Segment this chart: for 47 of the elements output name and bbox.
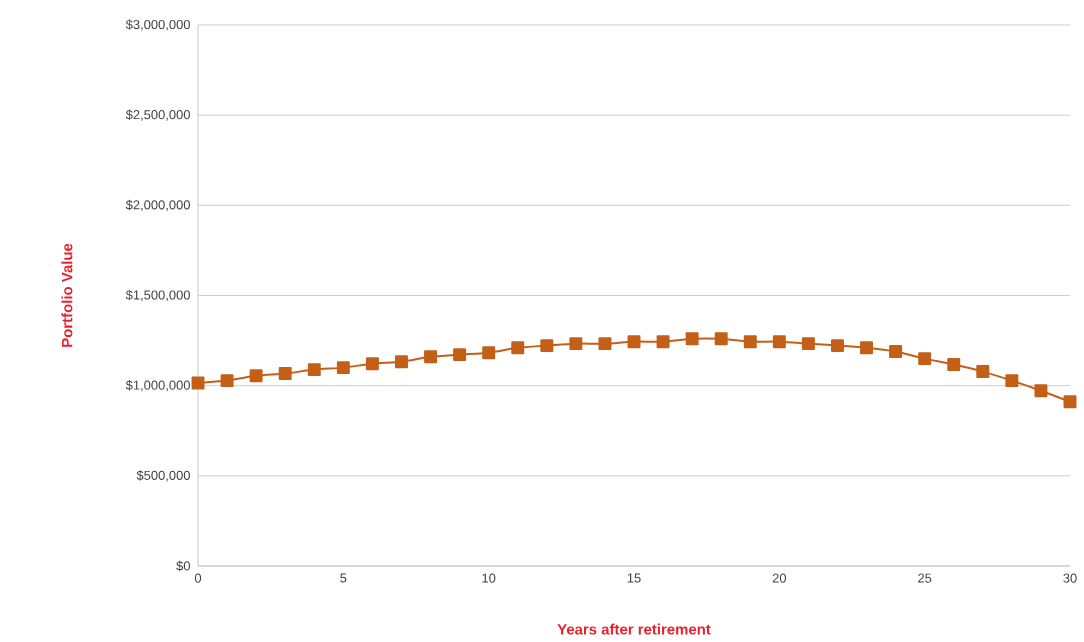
point: [685, 332, 699, 346]
point: [1063, 395, 1077, 409]
y-tick-label: $3,000,000: [125, 19, 190, 31]
point: [1005, 374, 1019, 388]
point: [220, 374, 234, 388]
point: [801, 337, 815, 351]
y-axis-title: Portfolio Value: [61, 243, 73, 347]
x-tick-label: 0: [194, 573, 202, 583]
point: [191, 376, 205, 390]
y-tick-label: $500,000: [136, 470, 190, 482]
point: [1034, 384, 1048, 398]
y-tick-label: $2,000,000: [125, 199, 190, 211]
y-tick-label: $2,500,000: [125, 109, 190, 121]
point: [656, 335, 670, 349]
y-tick-label: $1,000,000: [125, 380, 190, 392]
point: [831, 339, 844, 353]
point: [889, 345, 903, 359]
point: [511, 341, 525, 355]
y-tick-label: $1,500,000: [125, 289, 190, 302]
point: [772, 335, 786, 349]
x-tick-label: 20: [772, 573, 787, 583]
point: [918, 352, 932, 366]
point: [627, 335, 641, 349]
x-tick-label: 30: [1063, 573, 1077, 583]
x-tick-label: 5: [340, 573, 347, 583]
x-tick-label: 15: [627, 573, 641, 583]
point: [249, 369, 263, 383]
point: [307, 363, 321, 377]
point: [278, 367, 292, 381]
point: [365, 357, 379, 371]
point: [336, 361, 350, 375]
point: [453, 348, 467, 362]
point: [394, 355, 408, 369]
point: [598, 337, 612, 351]
point: [976, 365, 990, 379]
point: [947, 358, 961, 372]
y-tick-label: $0: [176, 560, 190, 572]
point: [569, 337, 583, 351]
point: [540, 339, 554, 353]
x-axis-title: Years after retirement: [557, 623, 711, 635]
x-tick-label: 10: [482, 573, 496, 583]
point: [860, 341, 874, 355]
point: [424, 350, 438, 364]
point: [482, 346, 496, 360]
point: [714, 332, 728, 346]
x-tick-label: 25: [918, 573, 932, 583]
point: [743, 335, 757, 349]
